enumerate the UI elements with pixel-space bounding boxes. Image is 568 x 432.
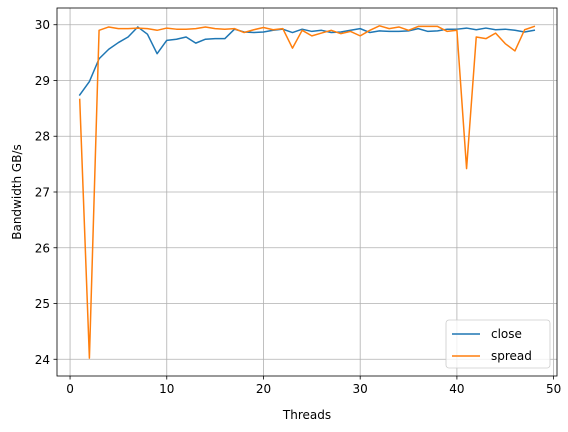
series-lines [78,25,536,359]
y-tick-label: 29 [35,74,50,88]
x-tick-label: 20 [256,382,271,396]
legend-label-close: close [491,327,522,341]
x-tick-label: 0 [66,382,74,396]
series-line-close [78,26,536,97]
x-tick-label: 10 [159,382,174,396]
legend-label-spread: spread [491,349,532,363]
y-tick-label: 27 [35,186,50,200]
y-axis-label: Bandwidth GB/s [10,144,24,240]
y-tick-label: 25 [35,297,50,311]
x-axis-ticks: 0 10 20 30 40 50 [66,376,561,396]
y-tick-label: 24 [35,353,50,367]
y-tick-label: 30 [35,18,50,32]
x-tick-label: 30 [353,382,368,396]
x-tick-label: 50 [546,382,561,396]
series-line-spread [78,25,536,359]
x-tick-label: 40 [449,382,464,396]
y-axis-ticks: 24 25 26 27 28 29 30 [35,18,57,367]
grid-lines [57,8,557,376]
x-axis-label: Threads [282,408,331,422]
y-tick-label: 26 [35,241,50,255]
legend: close spread [445,319,551,369]
y-tick-label: 28 [35,130,50,144]
